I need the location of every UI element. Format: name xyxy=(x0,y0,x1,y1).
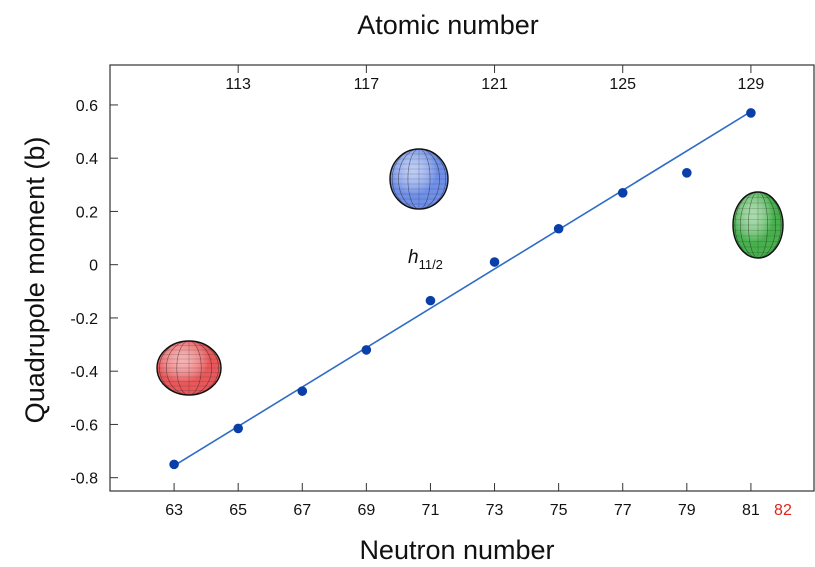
data-points xyxy=(169,108,756,470)
chart-title: Atomic number xyxy=(357,10,539,40)
data-point xyxy=(553,223,564,234)
top-tick-label: 117 xyxy=(354,76,380,93)
y-tick-label: 0.4 xyxy=(76,151,98,168)
fit-line xyxy=(173,110,752,467)
x-tick-label: 81 xyxy=(742,502,760,519)
y-tick-label: -0.8 xyxy=(70,471,98,488)
data-point xyxy=(425,295,436,306)
y-tick-label: -0.4 xyxy=(70,364,98,381)
data-point xyxy=(361,345,372,355)
data-point xyxy=(489,257,500,267)
top-tick-label: 125 xyxy=(609,76,636,93)
top-tick-label: 129 xyxy=(738,76,765,93)
x-tick-label: 67 xyxy=(293,502,311,519)
spherical-nucleus-shape xyxy=(389,148,449,210)
x-tick-label: 69 xyxy=(357,502,375,519)
x-axis-label: Neutron number xyxy=(359,535,554,565)
y-axis-label: Quadrupole moment (b) xyxy=(20,137,50,424)
data-point xyxy=(297,386,308,396)
top-axis-ticks: 113 117 121 125 129 xyxy=(225,65,764,93)
x-tick-label: 63 xyxy=(165,502,183,519)
y-tick-label: -0.2 xyxy=(70,311,98,328)
x-tick-label: 77 xyxy=(614,502,632,519)
x-axis-ticks: 63 65 67 69 71 73 75 77 79 81 82 xyxy=(165,483,792,519)
annotation-base: h xyxy=(408,247,419,268)
y-tick-label: 0.6 xyxy=(76,98,98,115)
x-tick-label: 79 xyxy=(678,502,696,519)
x-tick-label: 73 xyxy=(486,502,504,519)
x-tick-label: 71 xyxy=(422,502,440,519)
x-tick-label-82: 82 xyxy=(774,502,792,519)
x-tick-label: 65 xyxy=(229,502,247,519)
data-point xyxy=(617,188,628,198)
data-point xyxy=(682,168,692,178)
data-point xyxy=(746,108,756,118)
x-tick-label: 75 xyxy=(550,502,568,519)
annotation-subscript: 11/2 xyxy=(419,257,443,272)
y-axis-ticks: -0.8 -0.6 -0.4 -0.2 0 0.2 0.4 0.6 xyxy=(70,98,118,488)
oblate-nucleus-shape xyxy=(156,340,222,396)
top-tick-label: 113 xyxy=(225,76,251,93)
data-point xyxy=(169,459,179,470)
h11-2-annotation: h11/2 xyxy=(408,247,443,272)
data-point xyxy=(233,423,243,434)
y-tick-label: 0.2 xyxy=(76,204,98,221)
nuclear-shapes xyxy=(156,148,784,396)
y-tick-label: 0 xyxy=(89,258,98,275)
top-tick-label: 121 xyxy=(481,76,508,93)
plot-frame xyxy=(109,64,815,492)
y-tick-label: -0.6 xyxy=(70,417,98,434)
prolate-nucleus-shape xyxy=(732,191,784,259)
